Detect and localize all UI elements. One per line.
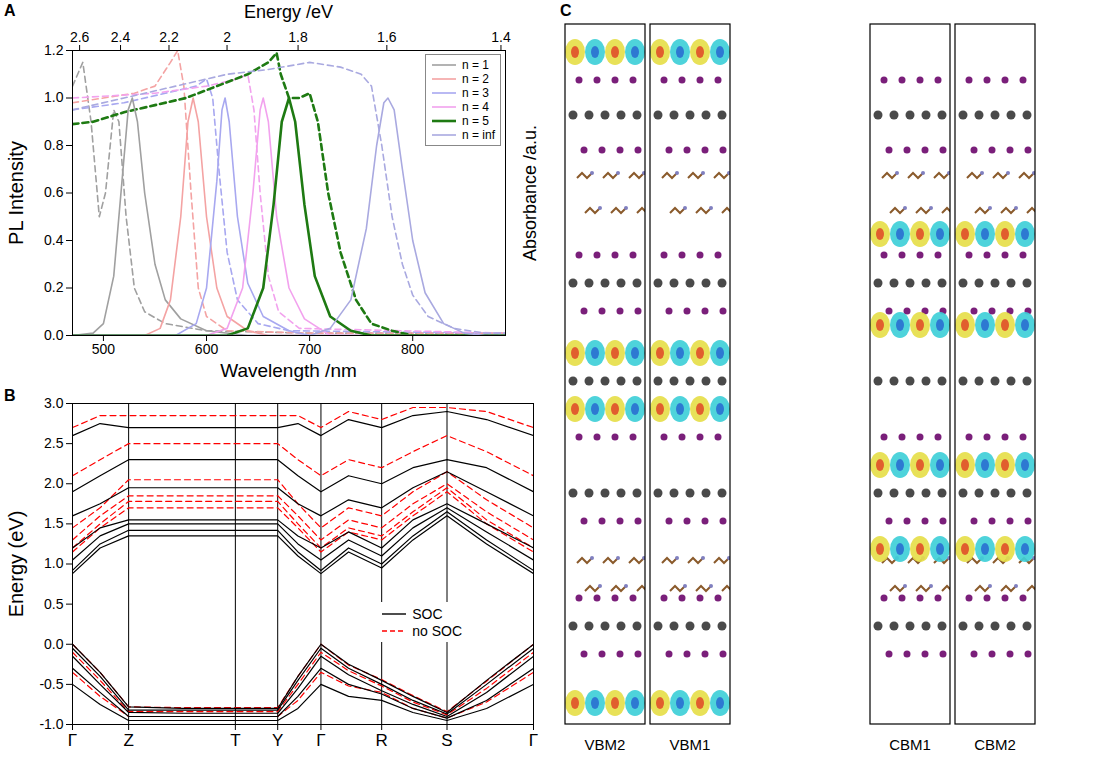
svg-text:VBM1: VBM1 [670, 736, 711, 753]
html-text:Absorbance /a.u.: Absorbance /a.u. [520, 124, 540, 261]
svg-text:1.0: 1.0 [44, 555, 64, 571]
html-text:n = 4: n = 4 [462, 100, 489, 114]
html-text:Energy /eV: Energy /eV [244, 2, 333, 22]
html-text:n = 1: n = 1 [462, 58, 489, 72]
svg-text:Γ: Γ [316, 731, 325, 750]
svg-text:R: R [376, 731, 388, 750]
svg-text:Γ: Γ [68, 731, 77, 750]
html-text:n = 2: n = 2 [462, 72, 489, 86]
svg-text:0.4: 0.4 [44, 232, 64, 248]
svg-text:2.0: 2.0 [44, 475, 64, 491]
html-text:Energy (eV): Energy (eV) [5, 510, 27, 617]
svg-text:1.0: 1.0 [44, 89, 64, 105]
svg-text:S: S [441, 731, 452, 750]
svg-text:0.8: 0.8 [44, 137, 64, 153]
svg-text:0.0: 0.0 [44, 327, 64, 343]
svg-text:-1.0: -1.0 [39, 716, 63, 732]
svg-text:-0.5: -0.5 [39, 676, 63, 692]
svg-text:0.2: 0.2 [44, 279, 64, 295]
svg-text:2.6: 2.6 [70, 29, 90, 45]
svg-text:CBM1: CBM1 [889, 736, 931, 753]
svg-text:800: 800 [401, 341, 425, 357]
svg-text:2: 2 [223, 29, 231, 45]
svg-text:VBM2: VBM2 [585, 736, 626, 753]
svg-text:0.6: 0.6 [44, 184, 64, 200]
html-text:B: B [4, 387, 16, 404]
html-text:PL Intensity: PL Intensity [5, 140, 27, 245]
svg-text:T: T [230, 731, 240, 750]
svg-text:Γ: Γ [529, 731, 538, 750]
svg-text:0.0: 0.0 [44, 636, 64, 652]
svg-text:1.5: 1.5 [44, 515, 64, 531]
svg-text:1.6: 1.6 [377, 29, 397, 45]
html-text:n = inf: n = inf [462, 128, 495, 142]
html-text:SOC: SOC [412, 605, 443, 622]
html-text:A: A [4, 2, 16, 19]
svg-text:500: 500 [92, 341, 116, 357]
svg-text:600: 600 [195, 341, 219, 357]
html-text:n = 5: n = 5 [462, 114, 489, 128]
svg-text:CBM2: CBM2 [974, 736, 1016, 753]
svg-text:2.4: 2.4 [111, 29, 131, 45]
svg-text:1.2: 1.2 [44, 42, 64, 58]
svg-text:Z: Z [123, 731, 133, 750]
svg-text:2.5: 2.5 [44, 435, 64, 451]
svg-text:2.2: 2.2 [159, 29, 179, 45]
svg-text:3.0: 3.0 [44, 395, 64, 411]
svg-text:1.8: 1.8 [288, 29, 308, 45]
svg-text:C: C [560, 2, 572, 19]
svg-text:700: 700 [298, 341, 322, 357]
html-text:n = 3: n = 3 [462, 86, 489, 100]
html-text:Wavelength /nm: Wavelength /nm [220, 360, 357, 381]
html-text:no SOC: no SOC [412, 622, 463, 639]
svg-text:1.4: 1.4 [491, 29, 511, 45]
svg-text:Y: Y [272, 731, 283, 750]
svg-text:0.5: 0.5 [44, 596, 64, 612]
